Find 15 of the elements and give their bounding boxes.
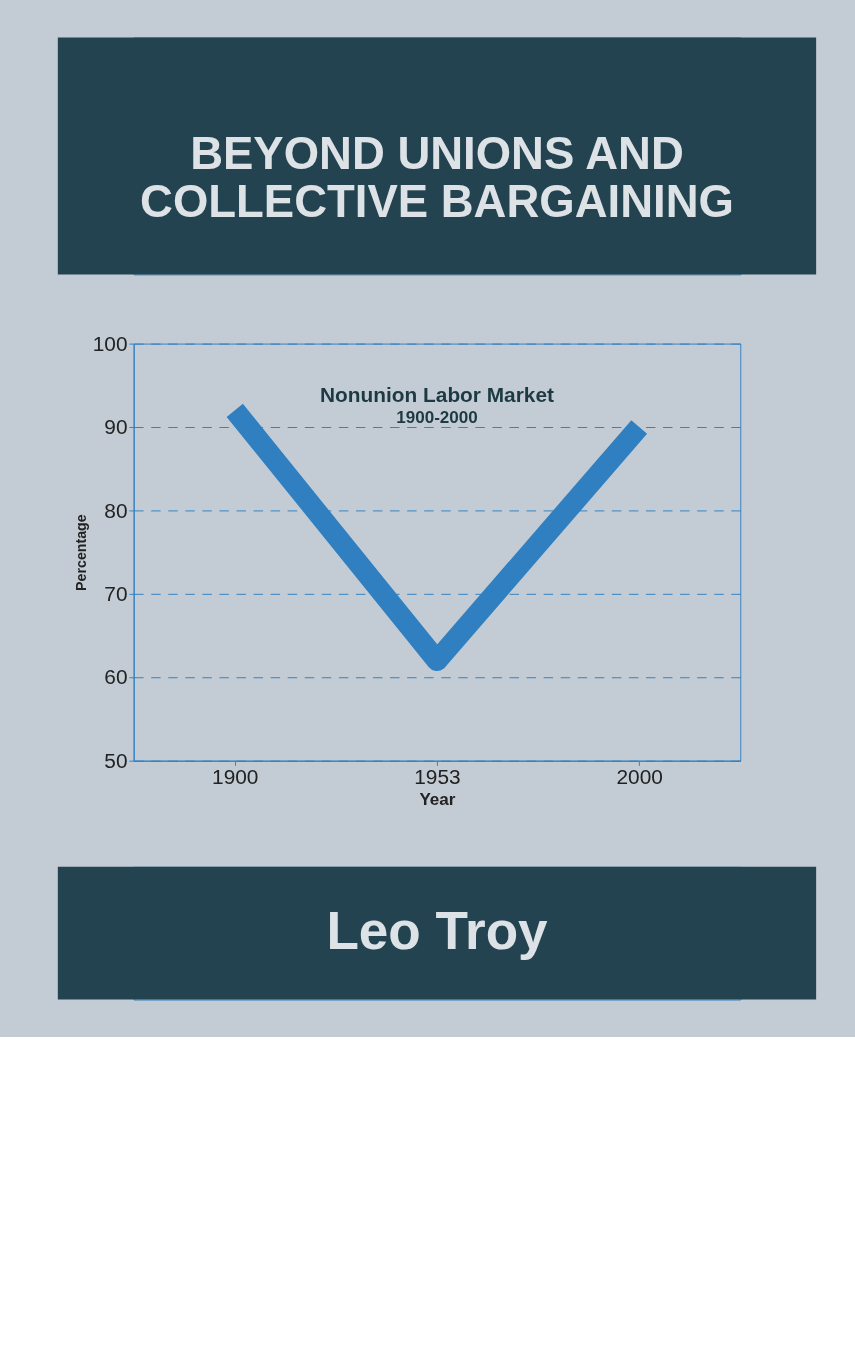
y-tick-label: 100 bbox=[92, 331, 128, 355]
y-axis-title: Percentage bbox=[73, 514, 90, 591]
y-tick-label: 50 bbox=[104, 748, 128, 772]
y-tick-label: 90 bbox=[104, 415, 128, 439]
y-tick-label: 70 bbox=[104, 581, 128, 605]
x-axis-title: Year bbox=[419, 789, 456, 809]
text: BEYOND UNIONS AND COLLECTIVE BARGAINING bbox=[140, 128, 734, 227]
y-tick-label: 60 bbox=[104, 665, 128, 689]
x-tick-label: 1900 bbox=[212, 764, 259, 788]
text: Leo Troy bbox=[326, 901, 549, 961]
text: 1900-2000 bbox=[396, 408, 478, 428]
text: Nonunion Labor Market bbox=[320, 383, 554, 407]
y-tick-label: 80 bbox=[104, 498, 128, 522]
x-tick-label: 1953 bbox=[414, 764, 461, 788]
x-tick-label: 2000 bbox=[616, 764, 663, 788]
